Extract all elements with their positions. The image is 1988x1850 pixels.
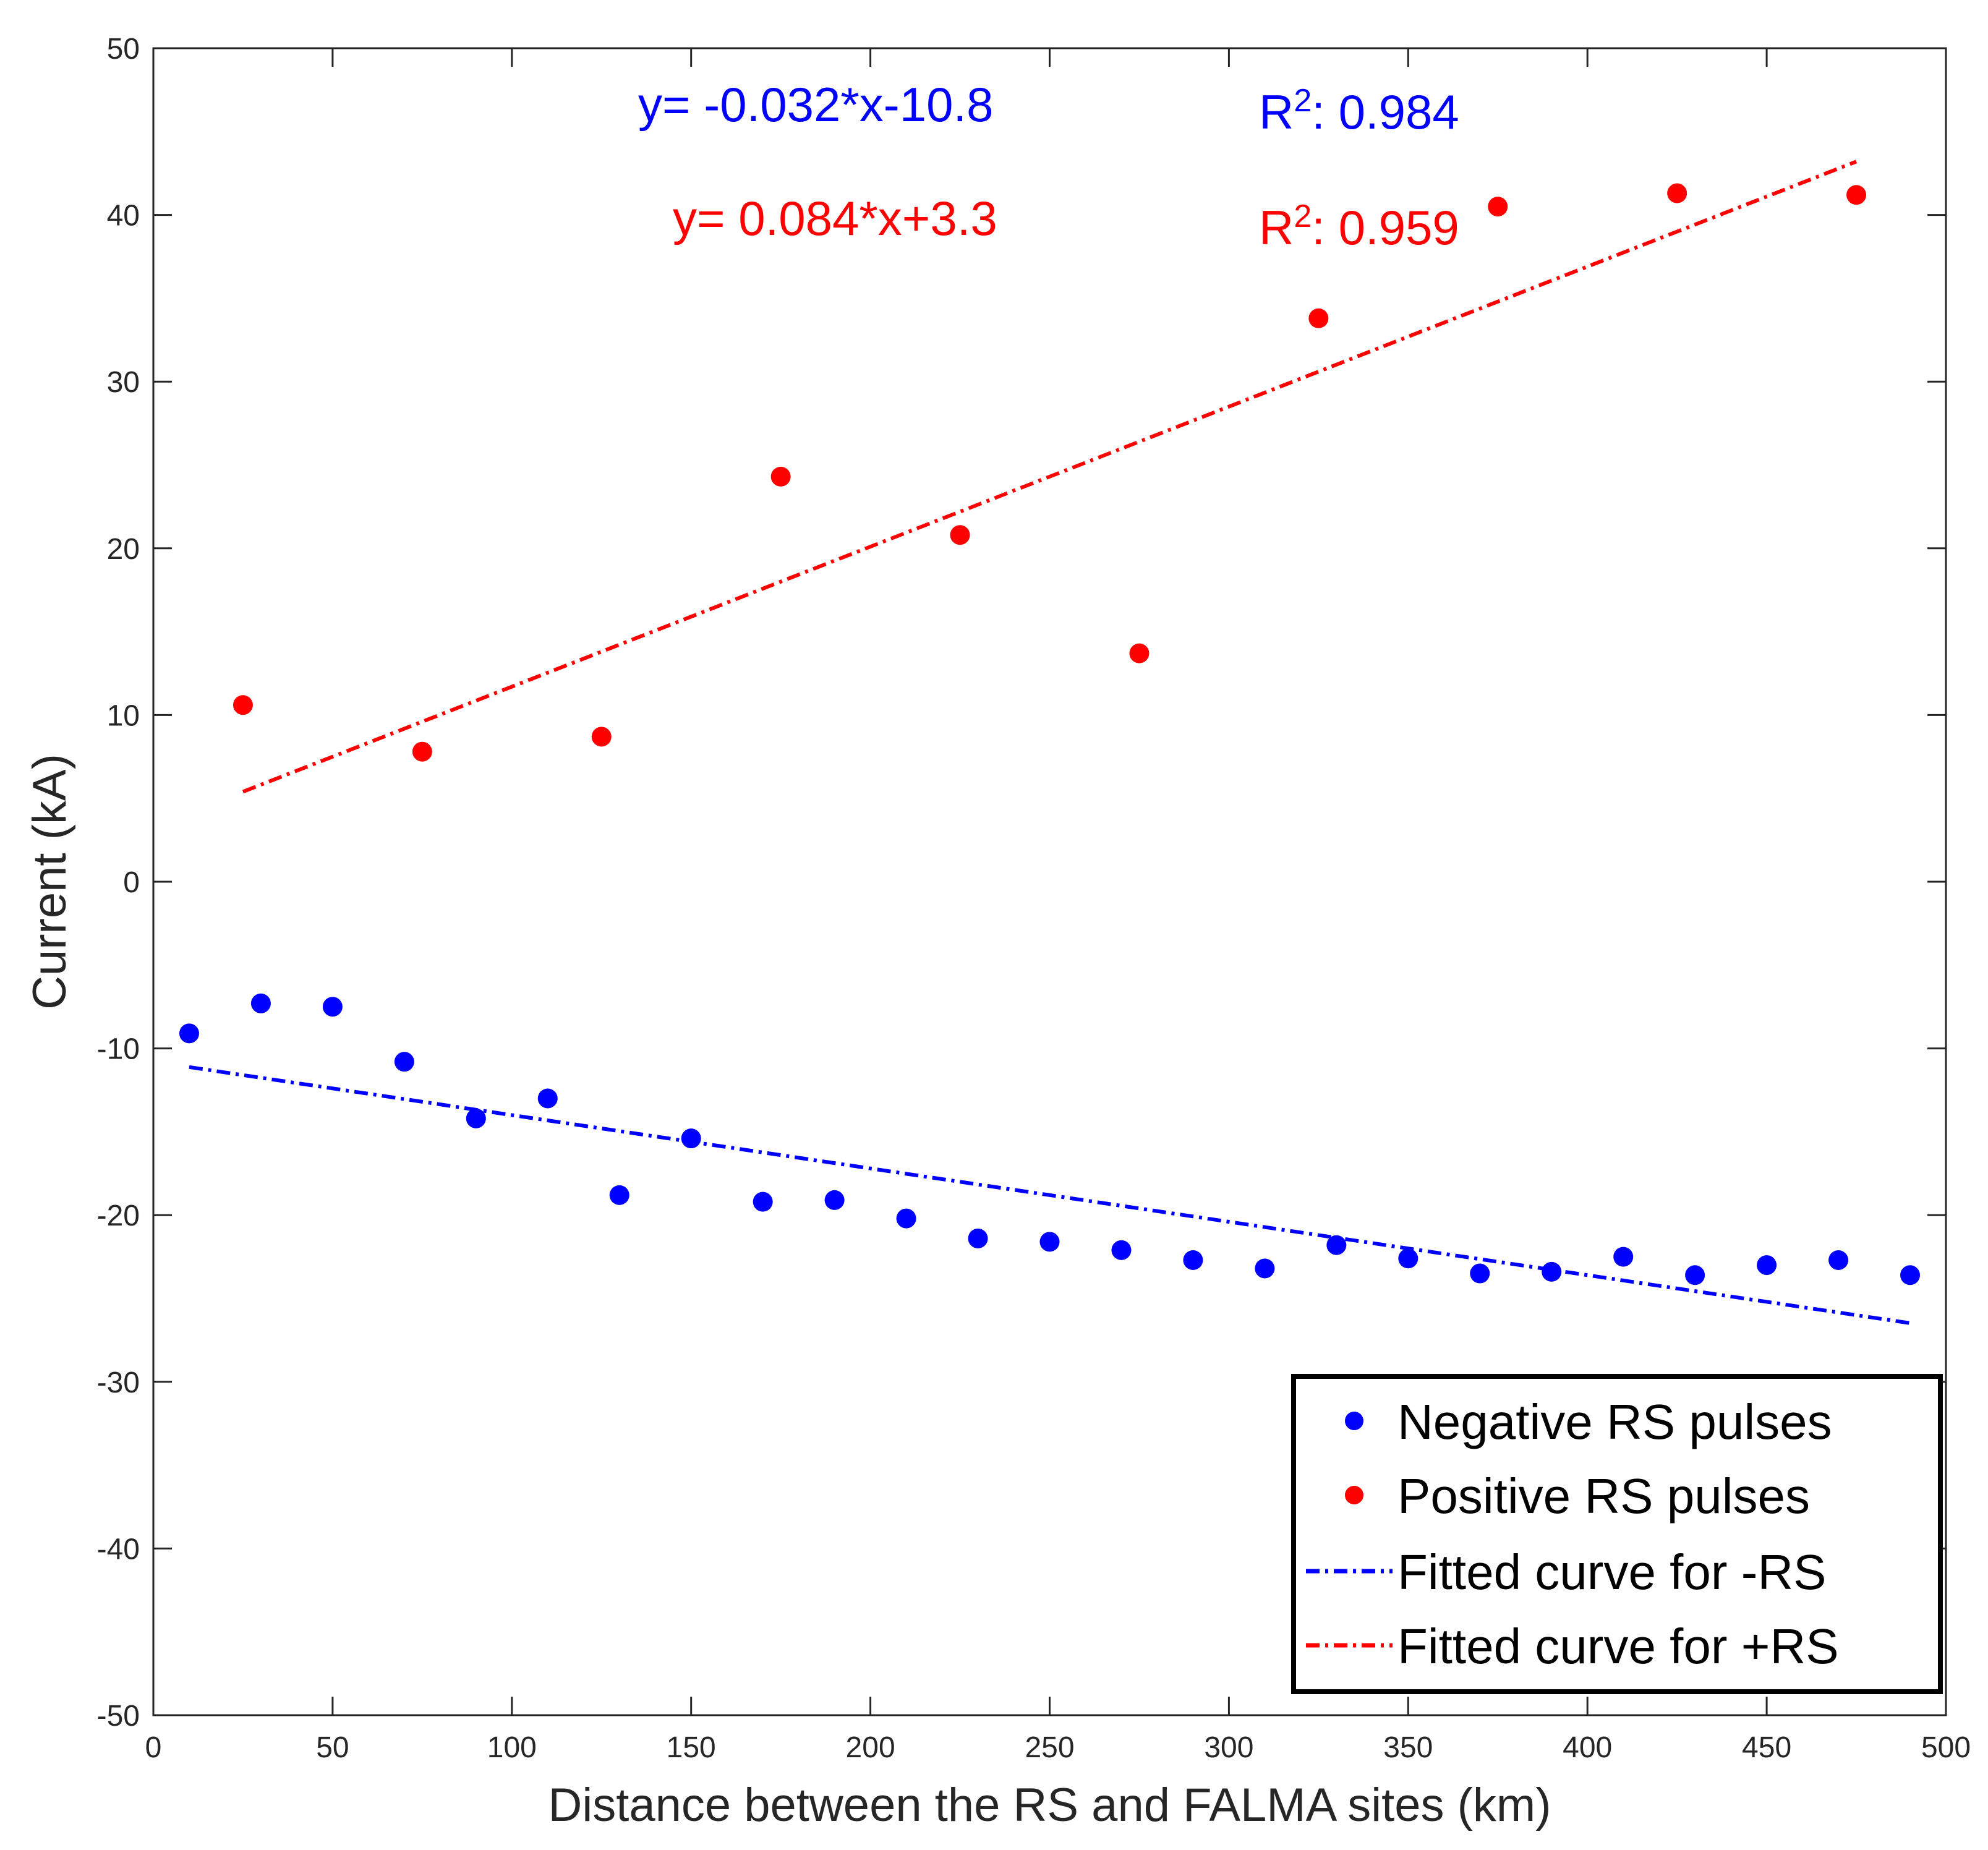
x-tick-label: 400 (1563, 1731, 1612, 1764)
positive-pulse-point (770, 466, 791, 487)
legend-marker-negative (1345, 1412, 1363, 1430)
y-tick-label: -50 (97, 1700, 140, 1733)
x-tick-label: 300 (1204, 1731, 1253, 1764)
fit-line-positive (242, 160, 1858, 794)
negative-pulse-point (537, 1088, 558, 1109)
negative-pulse-point (609, 1185, 629, 1205)
scatter-points (179, 183, 1921, 1285)
annotation-negative-r-squared: R2: 0.984 (1259, 83, 1459, 139)
r-squared-base: R (1259, 200, 1294, 255)
negative-pulse-point (1398, 1248, 1418, 1269)
positive-pulse-point (1846, 185, 1867, 205)
negative-pulse-point (1900, 1265, 1921, 1285)
r-squared-value: : 0.959 (1312, 200, 1459, 255)
y-tick-label: -20 (97, 1200, 140, 1232)
positive-pulse-point (1129, 643, 1150, 663)
negative-pulse-point (1685, 1265, 1705, 1285)
x-tick-label: 50 (316, 1731, 349, 1764)
legend-label-positive-fit: Fitted curve for +RS (1397, 1619, 1839, 1674)
negative-pulse-point (394, 1052, 414, 1072)
negative-pulse-point (1757, 1255, 1777, 1276)
r-squared-base: R (1259, 85, 1294, 139)
r-squared-value: : 0.984 (1312, 85, 1459, 139)
x-tick-label: 350 (1383, 1731, 1433, 1764)
x-tick-label: 200 (846, 1731, 895, 1764)
axis-ticks: 0 50 100 150 200 250 300 350 400 450 500-50-40-30-… (97, 33, 1971, 1764)
legend-label-positive: Positive RS pulses (1397, 1468, 1810, 1524)
annotation-positive-fit-equation: y= 0.084*x+3.3 (673, 191, 997, 245)
legend-label-negative: Negative RS pulses (1397, 1394, 1832, 1449)
y-axis-label: Current (kA) (23, 754, 76, 1010)
annotation-positive-r-squared: R2: 0.959 (1259, 198, 1459, 255)
negative-pulse-point (681, 1128, 701, 1149)
annotation-negative-fit-equation: y= -0.032*x-10.8 (638, 77, 994, 132)
y-tick-label: -40 (97, 1533, 140, 1566)
r-squared-superscript: 2 (1294, 83, 1312, 119)
positive-pulse-point (412, 741, 432, 762)
negative-pulse-point (753, 1191, 773, 1212)
y-tick-label: 10 (107, 699, 140, 732)
positive-pulse-point (591, 727, 612, 747)
negative-pulse-point (1183, 1250, 1203, 1270)
y-tick-label: 30 (107, 366, 140, 399)
negative-pulse-point (1111, 1240, 1132, 1260)
negative-pulse-point (1326, 1235, 1347, 1255)
x-tick-label: 500 (1921, 1731, 1971, 1764)
legend-marker-positive (1345, 1486, 1363, 1504)
negative-pulse-point (1828, 1250, 1849, 1270)
negative-pulse-point (824, 1190, 845, 1210)
negative-pulse-point (968, 1228, 988, 1248)
negative-pulse-point (322, 997, 343, 1017)
positive-pulse-point (1308, 308, 1329, 328)
negative-pulse-point (1039, 1232, 1060, 1252)
legend: Negative RS pulses Positive RS pulses Fi… (1291, 1374, 1943, 1694)
positive-pulse-point (1667, 183, 1687, 203)
negative-pulse-point (179, 1023, 199, 1044)
x-tick-label: 100 (487, 1731, 537, 1764)
x-tick-label: 0 (145, 1731, 162, 1764)
x-tick-label: 450 (1742, 1731, 1791, 1764)
negative-pulse-point (466, 1108, 486, 1128)
legend-label-negative-fit: Fitted curve for -RS (1397, 1545, 1827, 1600)
positive-pulse-point (233, 695, 253, 715)
y-tick-label: 0 (123, 866, 140, 899)
positive-pulse-point (950, 525, 970, 545)
positive-pulse-point (1488, 197, 1508, 217)
y-tick-label: 40 (107, 200, 140, 232)
x-tick-label: 250 (1025, 1731, 1074, 1764)
y-tick-label: -10 (97, 1033, 140, 1066)
x-axis-label: Distance between the RS and FALMA sites … (548, 1779, 1551, 1831)
r-squared-superscript: 2 (1294, 198, 1312, 234)
x-tick-label: 150 (667, 1731, 716, 1764)
negative-pulse-point (250, 993, 271, 1013)
negative-pulse-point (1542, 1261, 1562, 1282)
y-tick-label: 20 (107, 533, 140, 566)
negative-pulse-point (896, 1208, 916, 1229)
negative-pulse-point (1470, 1263, 1490, 1284)
negative-pulse-point (1255, 1258, 1275, 1279)
legend-frame (1291, 1374, 1943, 1694)
y-tick-label: -30 (97, 1366, 140, 1399)
negative-pulse-point (1613, 1247, 1634, 1267)
y-tick-label: 50 (107, 33, 140, 66)
